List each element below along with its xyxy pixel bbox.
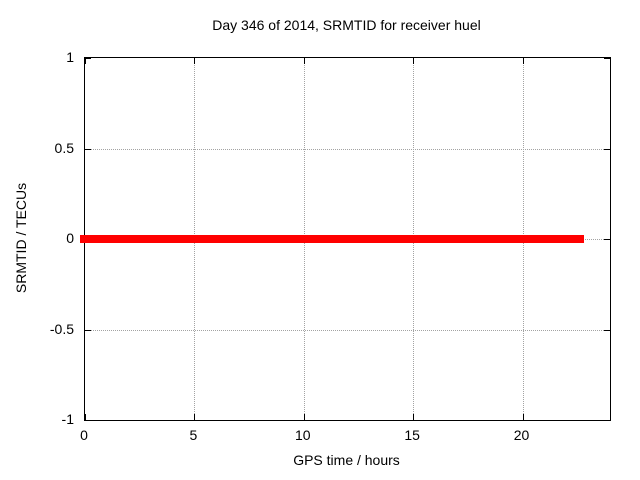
plot-area xyxy=(80,57,611,421)
x-tick-label: 0 xyxy=(80,427,88,443)
y-tick-right xyxy=(604,239,610,240)
y-gridline xyxy=(85,148,610,150)
x-tick-bottom xyxy=(303,414,305,420)
x-tick-top xyxy=(413,58,415,64)
y-tick-left xyxy=(85,148,91,150)
x-axis-label: GPS time / hours xyxy=(293,452,400,468)
data-line-srmtid xyxy=(80,235,584,243)
x-tick-top xyxy=(194,58,196,64)
y-tick-left xyxy=(85,58,91,59)
y-tick-left xyxy=(85,420,91,421)
chart-title: Day 346 of 2014, SRMTID for receiver hue… xyxy=(212,17,481,33)
x-tick-bottom xyxy=(85,414,86,420)
y-tick-right xyxy=(604,420,610,421)
y-tick-label: -0.5 xyxy=(49,320,74,337)
x-tick-label: 5 xyxy=(189,427,198,443)
x-tick-bottom xyxy=(194,414,196,420)
x-tick-bottom xyxy=(413,414,415,420)
y-axis-label: SRMTID / TECUs xyxy=(13,182,29,294)
x-tick-top xyxy=(522,58,524,64)
x-tick-label: 10 xyxy=(294,427,311,443)
x-tick-top xyxy=(85,58,86,64)
x-tick-label: 15 xyxy=(404,427,420,443)
y-tick-label: 0.5 xyxy=(54,139,74,156)
y-tick-right xyxy=(604,148,610,150)
y-tick-label: 0 xyxy=(66,230,74,246)
x-tick-bottom xyxy=(522,414,524,420)
y-tick-right xyxy=(604,58,610,59)
x-tick-top xyxy=(303,58,305,64)
y-tick-label: 1 xyxy=(66,49,74,65)
y-tick-left xyxy=(85,329,91,331)
y-gridline xyxy=(85,329,610,331)
y-tick-label: -1 xyxy=(61,411,74,427)
y-tick-right xyxy=(604,329,610,331)
x-tick-label: 20 xyxy=(513,427,530,443)
